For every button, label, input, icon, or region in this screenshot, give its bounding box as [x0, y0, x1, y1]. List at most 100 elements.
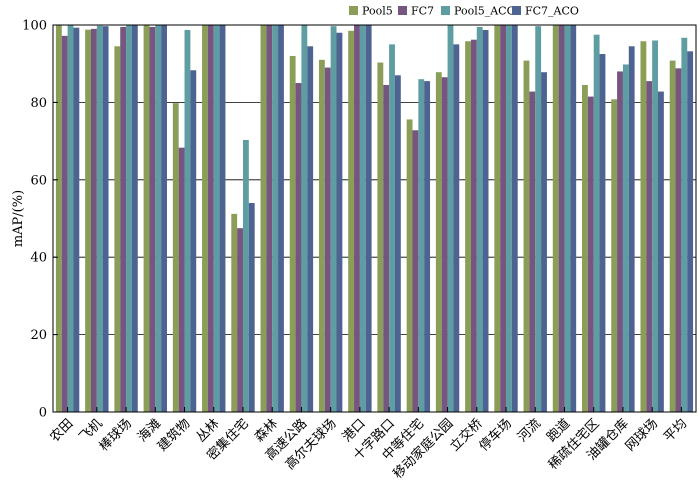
bar	[318, 59, 325, 413]
bar	[260, 25, 267, 412]
bar	[541, 72, 547, 413]
bar	[658, 91, 664, 413]
legend-item: FC7_ACO	[512, 5, 579, 18]
bar	[143, 25, 150, 412]
bar	[73, 27, 80, 413]
bar	[435, 72, 442, 413]
legend-label: FC7_ACO	[525, 5, 579, 18]
bar	[155, 25, 162, 412]
bar	[470, 39, 477, 413]
bar	[412, 130, 419, 412]
legend-label: FC7	[411, 5, 434, 18]
bar	[161, 25, 167, 412]
x-tick-label: 河流	[515, 416, 544, 445]
bar	[482, 30, 489, 412]
legend-swatch	[512, 6, 521, 15]
bar	[628, 46, 635, 412]
bar	[295, 83, 302, 413]
bar	[441, 77, 448, 413]
y-tick-label: 60	[30, 173, 47, 188]
bar	[336, 32, 343, 413]
y-tick-label: 0	[39, 406, 47, 421]
bar	[219, 25, 226, 412]
x-tick-label: 停车场	[476, 416, 515, 455]
bar	[131, 25, 138, 412]
bar	[307, 46, 314, 412]
bar	[617, 71, 623, 412]
bar	[687, 51, 694, 412]
legend-item: Pool5_ACO	[441, 5, 516, 18]
legend-label: Pool5_ACO	[454, 5, 516, 18]
y-tick-label: 40	[30, 251, 47, 266]
x-tick-label: 农田	[47, 416, 76, 445]
bar	[172, 103, 179, 412]
bar	[389, 44, 395, 412]
bar	[587, 96, 594, 412]
bar	[324, 67, 331, 412]
bar	[535, 26, 542, 412]
bar	[266, 25, 273, 412]
y-tick-label: 20	[30, 328, 47, 343]
bar	[114, 46, 121, 412]
legend-item: FC7	[398, 5, 434, 18]
bar	[184, 30, 191, 412]
bar	[681, 37, 688, 413]
bar	[570, 25, 577, 412]
bar	[558, 25, 565, 412]
bar	[675, 68, 682, 413]
bar	[500, 25, 507, 412]
y-axis-title: mAP/(%)	[11, 190, 26, 247]
bar	[278, 25, 284, 412]
x-tick-label: 建筑物	[154, 416, 193, 455]
bar	[289, 55, 296, 413]
bar	[418, 79, 425, 413]
legend-item: Pool5	[349, 5, 393, 18]
y-tick-label: 100	[22, 19, 47, 34]
bar	[424, 81, 431, 413]
bar	[465, 41, 471, 413]
bar	[242, 139, 249, 412]
bar	[231, 213, 238, 412]
bar	[96, 25, 103, 413]
bar	[611, 99, 618, 412]
plot-border	[52, 24, 697, 413]
bar	[207, 25, 214, 412]
bar	[202, 25, 208, 412]
x-tick-label: 棒球场	[97, 416, 135, 454]
bar	[178, 147, 185, 412]
y-axis: 0 20 40 60 80 100	[22, 19, 58, 421]
bar	[529, 91, 536, 413]
bar	[406, 119, 413, 412]
bar	[213, 25, 220, 412]
bar	[669, 60, 676, 412]
legend-swatch	[441, 6, 450, 15]
bar	[272, 25, 279, 412]
bar	[593, 34, 600, 413]
bar	[494, 25, 501, 412]
bar	[55, 25, 62, 412]
legend: Pool5 FC7 Pool5_ACO FC7_ACO	[349, 5, 579, 18]
bar	[149, 26, 156, 413]
bar	[552, 25, 559, 412]
plot-frame	[52, 24, 697, 413]
y-tick-label: 80	[30, 96, 47, 111]
bar	[599, 54, 606, 413]
bar	[640, 41, 647, 413]
bar	[511, 25, 518, 412]
bar	[301, 25, 308, 412]
x-tick-label: 网球场	[623, 416, 661, 454]
bar	[453, 44, 460, 412]
legend-swatch	[349, 6, 358, 15]
bar	[447, 25, 454, 412]
bar	[90, 28, 97, 413]
bar	[126, 25, 132, 412]
bars	[55, 25, 694, 413]
bar	[394, 75, 401, 412]
bar	[330, 26, 337, 412]
bar	[359, 25, 366, 412]
bar	[622, 64, 629, 412]
bar	[476, 26, 483, 413]
bar	[237, 228, 243, 412]
